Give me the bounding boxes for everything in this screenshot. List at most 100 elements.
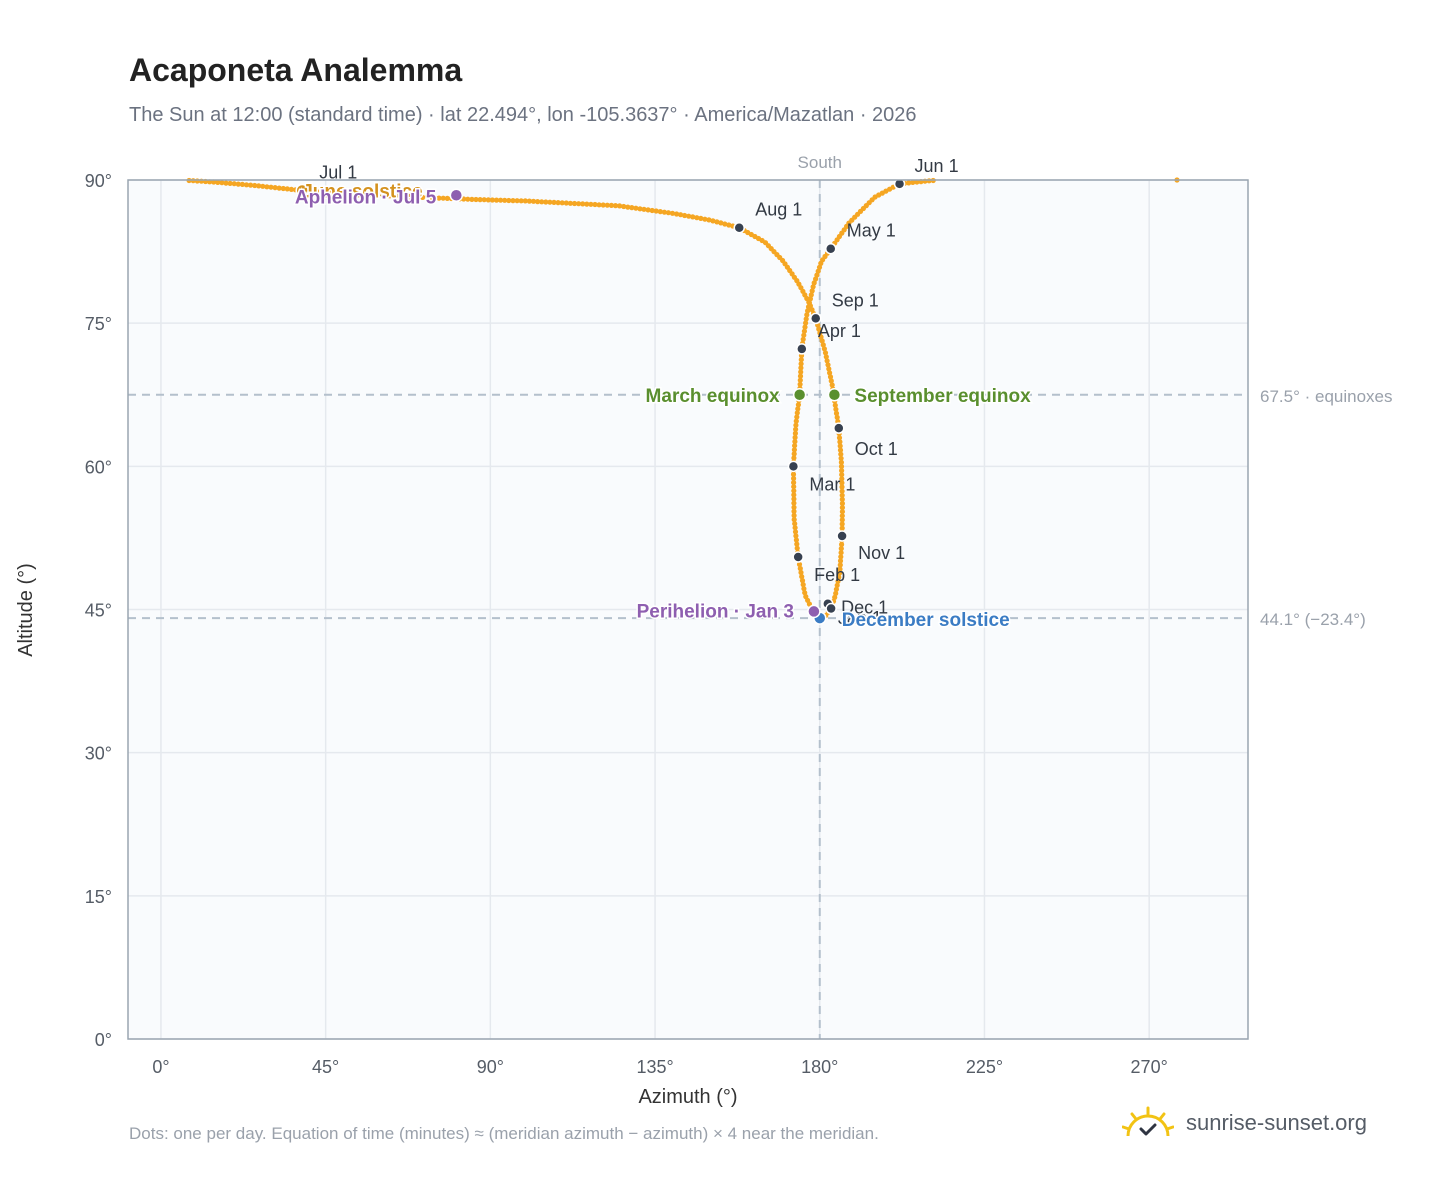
solstice_jun-marker <box>295 183 309 198</box>
daily-sun-dot <box>682 212 688 219</box>
daily-sun-dot <box>669 210 676 216</box>
daily-sun-dot <box>219 180 225 186</box>
apsis-label: Perihelion · Jan 3 <box>637 601 794 622</box>
daily-sun-dot <box>790 471 797 477</box>
x-tick-label: 0° <box>152 1057 169 1077</box>
daily-sun-dot <box>391 193 397 199</box>
daily-sun-dot <box>473 196 479 203</box>
daily-sun-dot <box>839 492 845 498</box>
daily-sun-dot <box>836 574 842 580</box>
reference-lines: South 67.5° · equinoxes 44.1° (−23.4°) <box>128 153 1393 1039</box>
y-tick-label: 30° <box>85 744 112 764</box>
daily-sun-dot <box>838 463 845 470</box>
daily-sun-dot <box>839 541 845 548</box>
daily-sun-dot <box>284 186 290 192</box>
daily-sun-dot <box>827 374 834 380</box>
daily-sun-dot <box>805 308 811 314</box>
daily-sun-dot <box>804 312 810 318</box>
daily-sun-dot <box>797 377 803 383</box>
daily-sun-dot <box>816 326 822 332</box>
daily-sun-dot <box>818 334 824 340</box>
y-tick-label: 60° <box>85 457 112 477</box>
daily-sun-dot <box>793 422 799 428</box>
daily-sun-dot <box>223 180 229 186</box>
daily-sun-dot <box>370 192 376 198</box>
daily-sun-dot <box>718 220 724 226</box>
daily-sun-dot <box>239 181 245 187</box>
daily-sun-dot <box>535 199 541 205</box>
daily-sun-dot <box>791 488 797 494</box>
daily-sun-dot <box>793 426 799 432</box>
daily-sun-dot <box>288 186 294 192</box>
month-point <box>809 312 822 325</box>
daily-sun-dot <box>910 179 916 185</box>
daily-sun-dot <box>387 193 393 199</box>
daily-sun-dot <box>838 459 845 465</box>
daily-sun-dot <box>800 336 806 342</box>
daily-sun-dot <box>801 586 807 592</box>
daily-sun-dot <box>563 200 569 206</box>
daily-sun-dot <box>792 439 798 445</box>
month-label: Aug 1 <box>755 200 802 220</box>
daily-sun-dot <box>629 205 635 211</box>
month-point <box>824 242 837 255</box>
daily-sun-dot <box>264 184 270 190</box>
daily-sun-dot <box>522 198 528 204</box>
x-tick-label: 225° <box>966 1057 1003 1077</box>
daily-sun-dot <box>313 188 319 194</box>
daily-sun-dot <box>702 216 708 222</box>
daily-sun-dot <box>792 443 798 449</box>
daily-sun-dot <box>794 545 800 551</box>
daily-sun-dot <box>803 594 809 600</box>
x-tick-label: 180° <box>801 1057 838 1077</box>
daily-sun-dot <box>411 194 417 200</box>
daily-sun-dot <box>838 546 844 552</box>
daily-sun-dot <box>588 201 594 207</box>
daily-sun-dot <box>440 195 446 201</box>
daily-sun-dot <box>383 192 389 199</box>
daily-sun-dot <box>621 203 627 210</box>
daily-sun-dot <box>604 202 610 208</box>
daily-sun-dot <box>661 209 668 215</box>
month-point <box>836 530 848 542</box>
daily-sun-dot <box>802 324 808 330</box>
daily-sun-dot <box>309 188 315 194</box>
daily-sun-dot <box>802 590 808 596</box>
daily-sun-dot <box>510 198 516 204</box>
daily-sun-dot <box>481 197 487 203</box>
daily-sun-dot <box>801 332 807 338</box>
daily-sun-dot <box>686 213 692 219</box>
daily-sun-dot <box>617 203 623 209</box>
daily-sun-dot <box>837 558 844 564</box>
daily-sun-dot <box>710 218 716 224</box>
daily-sun-dot <box>555 200 561 206</box>
daily-sun-dot <box>227 180 233 186</box>
month-label: Feb 1 <box>814 565 860 585</box>
daily-sun-dot <box>612 203 619 209</box>
x-tick-label: 135° <box>636 1057 673 1077</box>
daily-sun-dot <box>798 361 804 367</box>
daily-sun-dot <box>806 300 813 306</box>
daily-sun-dot <box>833 590 839 597</box>
x-tick-label: 45° <box>312 1057 339 1077</box>
brand-link[interactable]: sunrise-sunset.org <box>1122 1103 1367 1143</box>
daily-sun-dot <box>714 219 720 225</box>
daily-sun-dot <box>801 328 808 334</box>
y-tick-label: 90° <box>85 171 112 191</box>
daily-sun-dot <box>514 198 520 204</box>
event-markers: March equinox September equinox December s… <box>293 180 1032 633</box>
daily-sun-dot <box>706 217 712 223</box>
daily-sun-dot <box>811 280 817 286</box>
daily-sun-dot <box>530 198 537 204</box>
daily-sun-dot <box>792 430 799 436</box>
equinox-marker <box>827 388 842 402</box>
daily-sun-dot <box>792 525 798 531</box>
month-label: Apr 1 <box>818 321 861 341</box>
page-title: Acaponeta Analemma <box>129 52 463 88</box>
daily-sun-dot <box>625 204 631 210</box>
daily-sun-dot <box>235 181 241 187</box>
daily-sun-dot <box>379 192 385 198</box>
month-label: May 1 <box>847 221 896 241</box>
daily-sun-dot <box>839 500 846 507</box>
daily-sun-dot <box>837 443 843 449</box>
